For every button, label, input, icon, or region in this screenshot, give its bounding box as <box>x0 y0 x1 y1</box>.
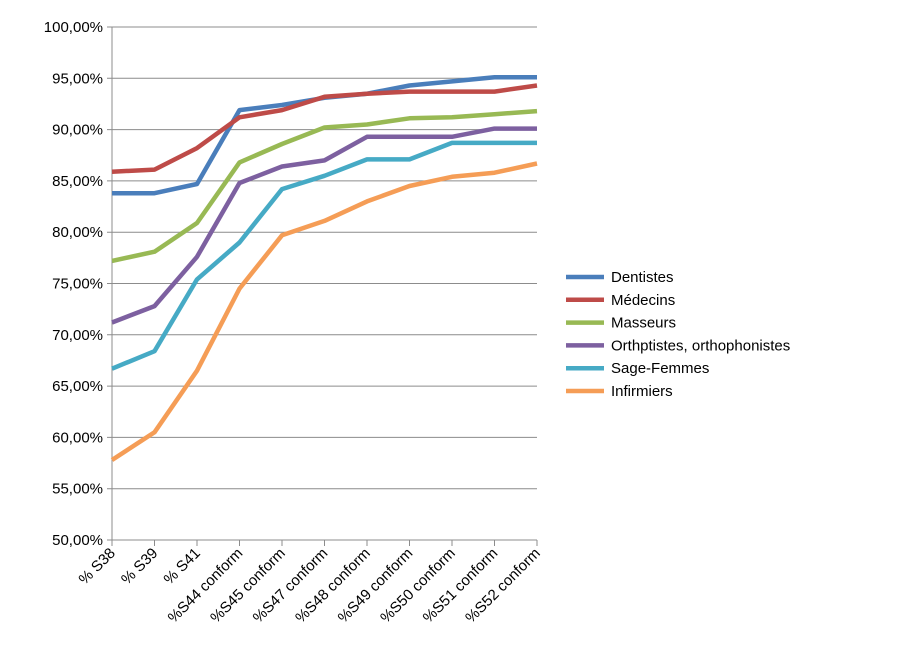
x-tick-label: %S49 conform <box>335 545 417 627</box>
legend-label: Infirmiers <box>611 383 673 400</box>
y-tick-label: 70,00% <box>52 327 103 344</box>
x-tick-label: %S50 conform <box>377 545 459 627</box>
y-tick-label: 60,00% <box>52 429 103 446</box>
y-tick-label: 100,00% <box>44 19 103 36</box>
y-tick-label: 90,00% <box>52 122 103 139</box>
y-tick-label: 75,00% <box>52 276 103 293</box>
legend-label: Orthptistes, orthophonistes <box>611 337 790 354</box>
series-line <box>111 140 537 371</box>
y-tick-label: 55,00% <box>52 481 103 498</box>
series-line <box>111 126 537 325</box>
x-tick-label: %S51 conform <box>420 545 502 627</box>
axes: 50,00% 55,00% 60,00% 65,00% 70,00% 75,00% 80,0… <box>44 19 544 626</box>
y-tick-label: 80,00% <box>52 224 103 241</box>
legend: Dentistes Médecins Masseurs Orthptistes, or… <box>566 269 790 400</box>
legend-label: Masseurs <box>611 315 676 332</box>
y-tick-label: 50,00% <box>52 532 103 549</box>
y-tick-label: 95,00% <box>52 70 103 87</box>
x-tick-label: %S52 conform <box>462 545 544 627</box>
x-tick-label: % S39 <box>118 545 161 588</box>
y-tick-label: 85,00% <box>52 173 103 190</box>
legend-label: Médecins <box>611 292 675 309</box>
series-line <box>111 108 538 264</box>
series-lines <box>110 75 538 462</box>
x-tick-label: %S47 conform <box>250 545 332 627</box>
series-line <box>110 161 538 462</box>
legend-label: Dentistes <box>611 269 674 286</box>
legend-label: Sage-Femmes <box>611 360 709 377</box>
x-tick-label: %S45 conform <box>207 545 289 627</box>
y-tick-label: 65,00% <box>52 378 103 395</box>
x-tick-label: %S44 conform <box>165 545 247 627</box>
x-tick-label: %S48 conform <box>292 545 374 627</box>
series-line <box>111 83 538 174</box>
x-tick-label: % S38 <box>76 545 119 588</box>
